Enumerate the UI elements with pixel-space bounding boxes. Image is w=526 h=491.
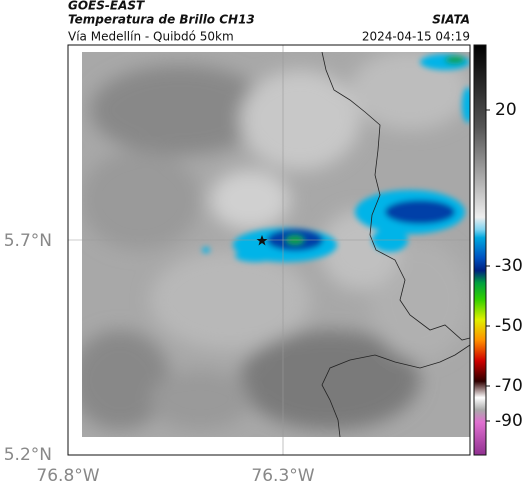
satellite-image [82,52,470,437]
location-marker [256,235,268,246]
timestamp: 2024-04-15 04:19 [362,30,470,44]
lon-label: 76.8°W [36,466,99,486]
colorbar-label: -90 [495,411,523,431]
colorbar-label: -70 [495,376,523,396]
lat-label: 5.2°N [4,445,52,465]
subtitle: Temperatura de Brillo CH13 [68,13,255,27]
colorbar-label: 20 [495,100,517,120]
colorbar-label: -50 [495,316,523,336]
colorbar [473,44,487,456]
source: SIATA [432,13,470,27]
lat-label: 5.7°N [4,231,52,251]
lon-label: 76.3°W [251,466,314,486]
title: GOES-EAST [68,0,145,13]
map-frame [67,44,471,456]
route: Vía Medellín - Quibdó 50km [68,30,234,44]
colorbar-label: -30 [495,256,523,276]
